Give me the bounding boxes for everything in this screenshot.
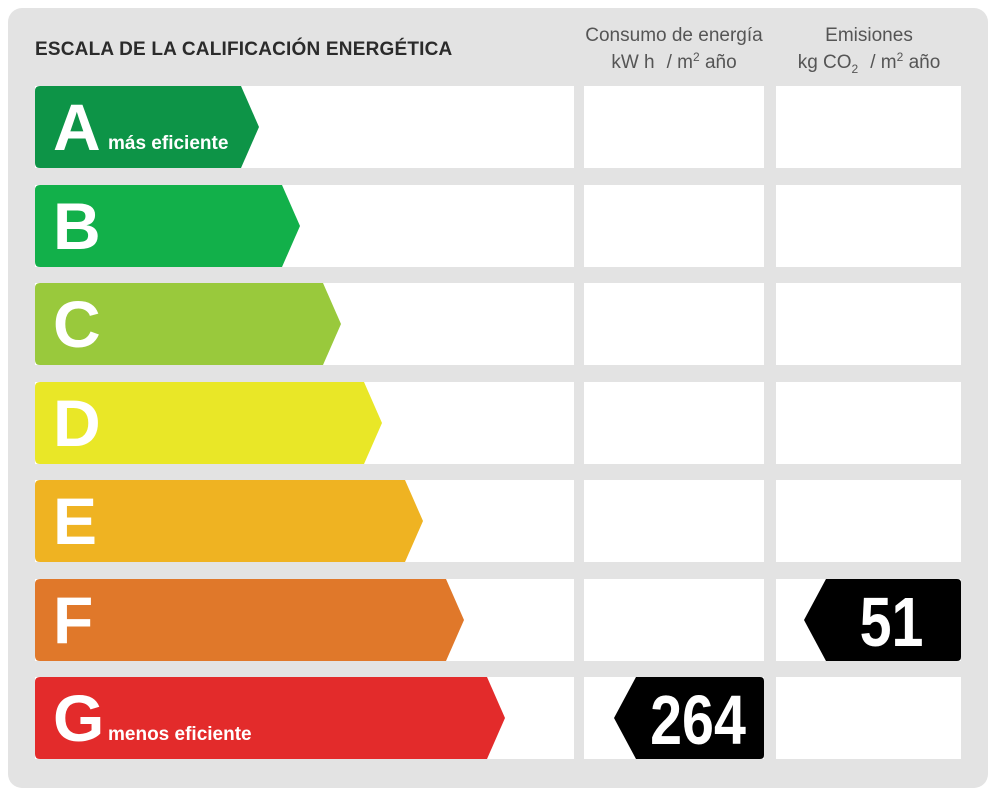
grade-arrow-b <box>35 185 300 267</box>
grade-bar-cell-f: F <box>35 579 574 661</box>
consumption-indicator: 264 <box>614 677 764 759</box>
emissions-indicator-value: 51 <box>859 583 924 661</box>
consumption-cell-c <box>584 283 764 365</box>
grade-letter-e: E <box>53 484 98 558</box>
grade-letter-f: F <box>53 583 94 657</box>
grade-bar-cell-e: E <box>35 480 574 562</box>
emissions-unit-year: año <box>903 52 941 73</box>
grade-arrow-d <box>35 382 382 464</box>
grade-letter-d: D <box>53 386 101 460</box>
consumption-unit-year: año <box>699 52 737 73</box>
grade-row-b: B <box>8 185 988 267</box>
grade-row-c: C <box>8 283 988 365</box>
emissions-header-unit: kg CO2/ m2 año <box>766 49 972 76</box>
consumption-unit-sup: 2 <box>693 50 700 64</box>
consumption-cell-a <box>584 86 764 168</box>
grade-caption-a: más eficiente <box>108 133 229 154</box>
consumption-cell-d <box>584 382 764 464</box>
grade-caption-g: menos eficiente <box>108 724 252 745</box>
grade-bar-e: E <box>35 480 423 562</box>
emissions-cell-f: 51 <box>776 579 961 661</box>
emissions-header-label: Emisiones <box>825 25 913 46</box>
grade-arrow-f <box>35 579 464 661</box>
grade-arrow-a <box>35 86 259 168</box>
consumption-column-header: Consumo de energía kW h / m2 año <box>573 22 775 76</box>
grade-row-f: F 51 <box>8 579 988 661</box>
grade-bar-d: D <box>35 382 382 464</box>
emissions-indicator-shape <box>804 579 961 661</box>
emissions-cell-g <box>776 677 961 759</box>
grade-bar-b: B <box>35 185 300 267</box>
grade-arrow-e <box>35 480 423 562</box>
grade-row-d: D <box>8 382 988 464</box>
emissions-cell-d <box>776 382 961 464</box>
consumption-cell-b <box>584 185 764 267</box>
emissions-unit-area: / m <box>870 52 897 73</box>
emissions-column-header: Emisiones kg CO2/ m2 año <box>766 22 972 76</box>
grade-bar-c: C <box>35 283 341 365</box>
emissions-unit-sub: 2 <box>851 62 859 76</box>
emissions-cell-e <box>776 480 961 562</box>
consumption-unit-energy: kW h <box>611 52 655 73</box>
grade-letter-a: A <box>53 90 101 164</box>
label-title: ESCALA DE LA CALIFICACIÓN ENERGÉTICA <box>35 39 453 60</box>
emissions-unit-sup: 2 <box>896 50 904 64</box>
consumption-header-unit: kW h / m2 año <box>573 49 775 76</box>
grade-letter-c: C <box>53 287 101 361</box>
emissions-indicator: 51 <box>804 579 961 661</box>
emissions-cell-b <box>776 185 961 267</box>
energy-label-panel: ESCALA DE LA CALIFICACIÓN ENERGÉTICA Con… <box>8 8 988 788</box>
consumption-indicator-shape <box>614 677 764 759</box>
consumption-header-label: Consumo de energía <box>585 25 763 46</box>
consumption-indicator-value: 264 <box>650 681 746 759</box>
emissions-unit-co: kg CO <box>797 52 852 73</box>
consumption-cell-g: 264 <box>584 677 764 759</box>
emissions-cell-c <box>776 283 961 365</box>
grade-bar-cell-d: D <box>35 382 574 464</box>
grade-bar-f: F <box>35 579 464 661</box>
grade-arrow-c <box>35 283 341 365</box>
grade-bar-cell-c: C <box>35 283 574 365</box>
emissions-cell-a <box>776 86 961 168</box>
grade-row-e: E <box>8 480 988 562</box>
consumption-cell-f <box>584 579 764 661</box>
grade-letter-g: G <box>53 681 105 755</box>
grade-letter-b: B <box>53 189 101 263</box>
grade-bar-cell-b: B <box>35 185 574 267</box>
consumption-cell-e <box>584 480 764 562</box>
consumption-unit-area: / m <box>666 52 693 73</box>
grade-arrow-g <box>35 677 505 759</box>
